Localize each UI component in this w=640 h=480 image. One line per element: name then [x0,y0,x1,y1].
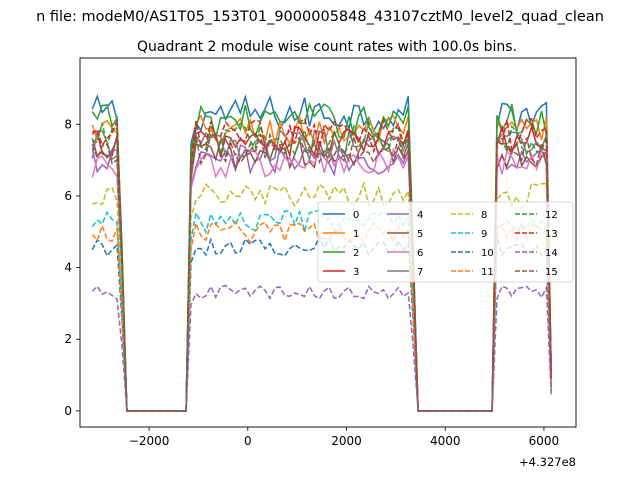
y-tick-label: 4 [64,261,72,275]
legend-label-9: 9 [481,229,487,240]
legend-label-2: 2 [353,248,359,259]
legend-label-7: 7 [417,267,423,278]
x-tick-label: 0 [244,434,252,448]
legend-label-1: 1 [353,229,359,240]
y-tick-label: 8 [64,117,72,131]
legend-label-6: 6 [417,248,423,259]
series-layer [91,94,553,412]
x-tick-label: 6000 [529,434,560,448]
x-tick-label: 4000 [430,434,461,448]
legend-label-14: 14 [545,248,558,259]
legend-label-15: 15 [545,267,558,278]
legend-label-12: 12 [545,210,558,221]
y-tick-label: 6 [64,189,72,203]
legend-box [317,201,574,283]
legend-label-4: 4 [417,210,423,221]
x-axis: −2000 0 2000 4000 6000 [129,427,559,448]
legend-label-8: 8 [481,210,487,221]
y-axis: 0 2 4 6 8 [64,117,80,418]
axes-frame [79,57,577,428]
legend-label-10: 10 [481,248,494,259]
chart-title: Quadrant 2 module wise count rates with … [137,39,517,55]
series-line-14 [91,284,553,412]
series-line-15 [91,132,553,412]
series-line-8 [92,180,553,412]
legend-label-13: 13 [545,229,558,240]
chart-suptitle: n file: modeM0/AS1T05_153T01_9000005848_… [36,9,604,25]
legend-label-3: 3 [353,267,359,278]
legend-label-11: 11 [481,267,494,278]
legend-label-0: 0 [353,210,359,221]
x-tick-label: −2000 [129,434,170,448]
y-tick-label: 2 [64,332,72,346]
x-tick-label: 2000 [331,434,362,448]
x-offset-label: +4.327e8 [519,455,576,469]
legend-label-5: 5 [417,229,423,240]
y-tick-label: 0 [64,404,72,418]
